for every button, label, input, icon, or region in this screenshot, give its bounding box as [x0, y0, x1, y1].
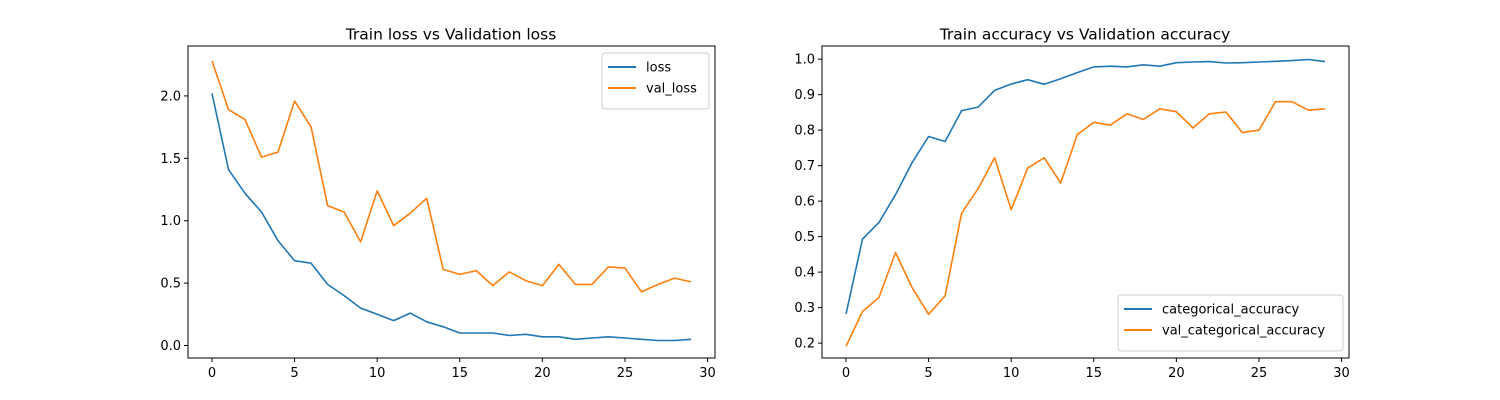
legend-item: val_loss [608, 82, 697, 97]
y-tick-label: 0.4 [794, 266, 815, 281]
x-tick-label: 10 [369, 366, 386, 381]
legend-item: categorical_accuracy [1124, 303, 1300, 318]
legend-label: loss [646, 61, 671, 76]
x-tick-label: 0 [208, 366, 216, 381]
x-tick-label: 0 [842, 366, 850, 381]
y-tick-label: 0.0 [160, 339, 181, 354]
legend: categorical_accuracy val_categorical_acc… [1117, 294, 1344, 352]
y-axis-ticks: 0.0 0.5 1.0 1.5 2.0 [160, 89, 188, 354]
x-axis-ticks: 0 5 10 15 20 25 30 [842, 358, 1350, 381]
x-tick-label: 5 [924, 366, 932, 381]
plot-frame [187, 45, 716, 359]
x-tick-label: 20 [534, 366, 551, 381]
y-tick-label: 2.0 [160, 89, 181, 104]
series-line [211, 93, 692, 342]
legend-item: val_categorical_accuracy [1124, 324, 1325, 339]
x-axis-ticks: 0 5 10 15 20 25 30 [208, 358, 716, 381]
series-lines [845, 58, 1326, 347]
y-tick-label: 0.5 [794, 230, 815, 245]
legend-label: val_loss [646, 82, 697, 97]
y-tick-label: 1.0 [794, 53, 815, 68]
x-tick-label: 30 [1333, 366, 1350, 381]
x-tick-label: 25 [617, 366, 634, 381]
chart-title: Train loss vs Validation loss [345, 26, 557, 44]
y-tick-label: 0.7 [794, 159, 815, 174]
x-tick-label: 25 [1251, 366, 1268, 381]
x-tick-label: 15 [451, 366, 468, 381]
series-line [211, 60, 692, 293]
legend-box [1117, 294, 1344, 352]
legend-item: loss [608, 61, 671, 76]
y-tick-label: 0.9 [794, 88, 815, 103]
loss-chart: Train loss vs Validation loss 0 5 10 15 20 25… [160, 26, 716, 382]
x-tick-label: 20 [1168, 366, 1185, 381]
y-tick-label: 1.0 [160, 214, 181, 229]
x-tick-label: 10 [1003, 366, 1020, 381]
legend: loss val_loss [601, 52, 710, 110]
y-axis-ticks: 0.2 0.3 0.4 0.5 0.6 0.7 0.8 0.9 1.0 [794, 53, 822, 352]
y-tick-label: 1.5 [160, 152, 181, 167]
legend-label: categorical_accuracy [1162, 303, 1300, 318]
plot-frame [821, 45, 1350, 359]
y-tick-label: 0.6 [794, 195, 815, 210]
y-tick-label: 0.3 [794, 301, 815, 316]
series-lines [211, 60, 692, 342]
x-tick-label: 15 [1085, 366, 1102, 381]
y-tick-label: 0.2 [794, 337, 815, 352]
accuracy-chart: Train accuracy vs Validation accuracy 0 5… [794, 26, 1350, 382]
chart-title: Train accuracy vs Validation accuracy [939, 26, 1231, 44]
y-tick-label: 0.5 [160, 277, 181, 292]
series-line [845, 58, 1326, 315]
x-tick-label: 30 [699, 366, 716, 381]
x-tick-label: 5 [290, 366, 298, 381]
series-line [845, 100, 1326, 347]
y-tick-label: 0.8 [794, 124, 815, 139]
legend-label: val_categorical_accuracy [1162, 324, 1325, 339]
